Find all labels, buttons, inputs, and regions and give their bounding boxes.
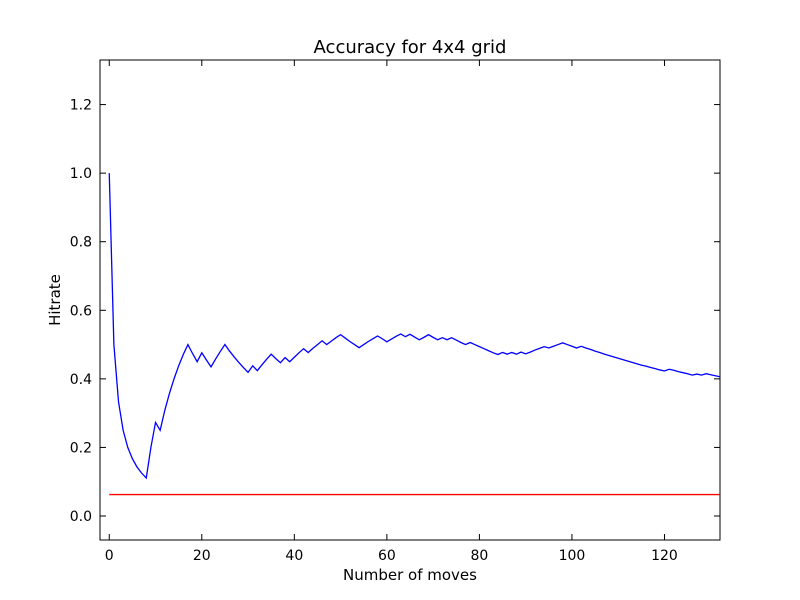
y-tick-label: 0.4	[70, 372, 92, 388]
chart-title: Accuracy for 4x4 grid	[314, 37, 507, 58]
x-tick-label: 120	[651, 548, 678, 564]
y-tick-label: 0.8	[70, 235, 92, 251]
x-axis-label: Number of moves	[343, 566, 477, 584]
x-tick-label: 100	[559, 548, 586, 564]
y-tick-label: 1.2	[70, 98, 92, 114]
y-tick-label: 0.2	[70, 440, 92, 456]
y-tick-label: 0.6	[70, 303, 92, 319]
x-tick-label: 20	[193, 548, 211, 564]
y-tick-label: 1.0	[70, 166, 92, 182]
plot-area	[108, 173, 720, 496]
x-tick-label: 40	[285, 548, 303, 564]
y-tick-label: 0.0	[70, 509, 92, 525]
x-tick-label: 60	[378, 548, 396, 564]
x-tick-label: 80	[470, 548, 488, 564]
axis-ticks: 0 20 40 60 80 100 120 0.0 0.2 0.4 0.6 0.8 1.0 1.2	[70, 60, 720, 564]
series-line-1	[108, 173, 720, 480]
y-axis-label: Hitrate	[46, 274, 64, 326]
plot-frame	[99, 59, 721, 541]
x-tick-label: 0	[105, 548, 114, 564]
